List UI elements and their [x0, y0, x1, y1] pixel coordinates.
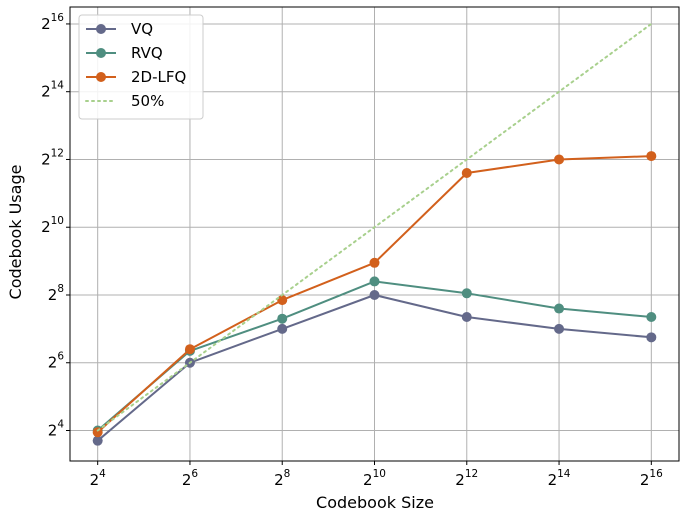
- ticks: 24 26 28 210 212 214 216 24 26 28 210 212 214 216: [41, 12, 663, 489]
- legend-label: 50%: [131, 92, 164, 110]
- data-point: [92, 435, 103, 446]
- legend-marker: [96, 72, 106, 82]
- data-point: [554, 154, 565, 165]
- legend-label: VQ: [131, 20, 153, 38]
- y-tick-label: 26: [48, 351, 65, 372]
- data-point: [277, 323, 288, 334]
- data-point: [369, 289, 380, 300]
- data-point: [277, 295, 288, 306]
- legend-item: 50%: [85, 92, 164, 110]
- data-point: [461, 312, 472, 323]
- data-point: [554, 323, 565, 334]
- data-point: [92, 427, 103, 438]
- y-tick-label: 214: [41, 80, 64, 101]
- data-point: [369, 257, 380, 268]
- data-point: [461, 288, 472, 299]
- x-tick-label: 24: [90, 468, 107, 489]
- y-tick-label: 212: [41, 147, 64, 168]
- legend-item: RVQ: [86, 44, 163, 62]
- x-tick-label: 214: [548, 468, 571, 489]
- y-tick-label: 210: [41, 215, 64, 236]
- legend-item: VQ: [86, 20, 153, 38]
- legend-item: 2D-LFQ: [86, 68, 186, 86]
- y-tick-label: 24: [48, 419, 65, 440]
- series-50: [96, 22, 653, 432]
- data-point: [554, 303, 565, 314]
- x-tick-label: 26: [182, 468, 199, 489]
- data-point: [646, 151, 657, 162]
- legend-label: 2D-LFQ: [131, 68, 186, 86]
- y-axis-title: Codebook Usage: [6, 165, 25, 300]
- data-point: [646, 312, 657, 323]
- x-tick-label: 216: [640, 468, 663, 489]
- data-point: [184, 344, 195, 355]
- x-tick-label: 28: [274, 468, 290, 489]
- legend-label: RVQ: [131, 44, 163, 62]
- series-layer: [92, 22, 657, 446]
- legend-marker: [96, 48, 106, 58]
- data-point: [369, 276, 380, 287]
- data-point: [646, 332, 657, 343]
- series-2d-lfq: [92, 151, 657, 438]
- y-tick-label: 28: [48, 283, 64, 304]
- x-tick-label: 212: [455, 468, 478, 489]
- legend: VQ RVQ 2D-LFQ 50%: [78, 14, 204, 120]
- data-point: [461, 168, 472, 179]
- legend-marker: [96, 24, 106, 34]
- data-point: [277, 313, 288, 324]
- series-line: [96, 22, 653, 432]
- legend-box: [78, 14, 204, 120]
- x-axis-title: Codebook Size: [316, 493, 434, 512]
- y-tick-label: 216: [41, 12, 64, 33]
- x-tick-label: 210: [363, 468, 386, 489]
